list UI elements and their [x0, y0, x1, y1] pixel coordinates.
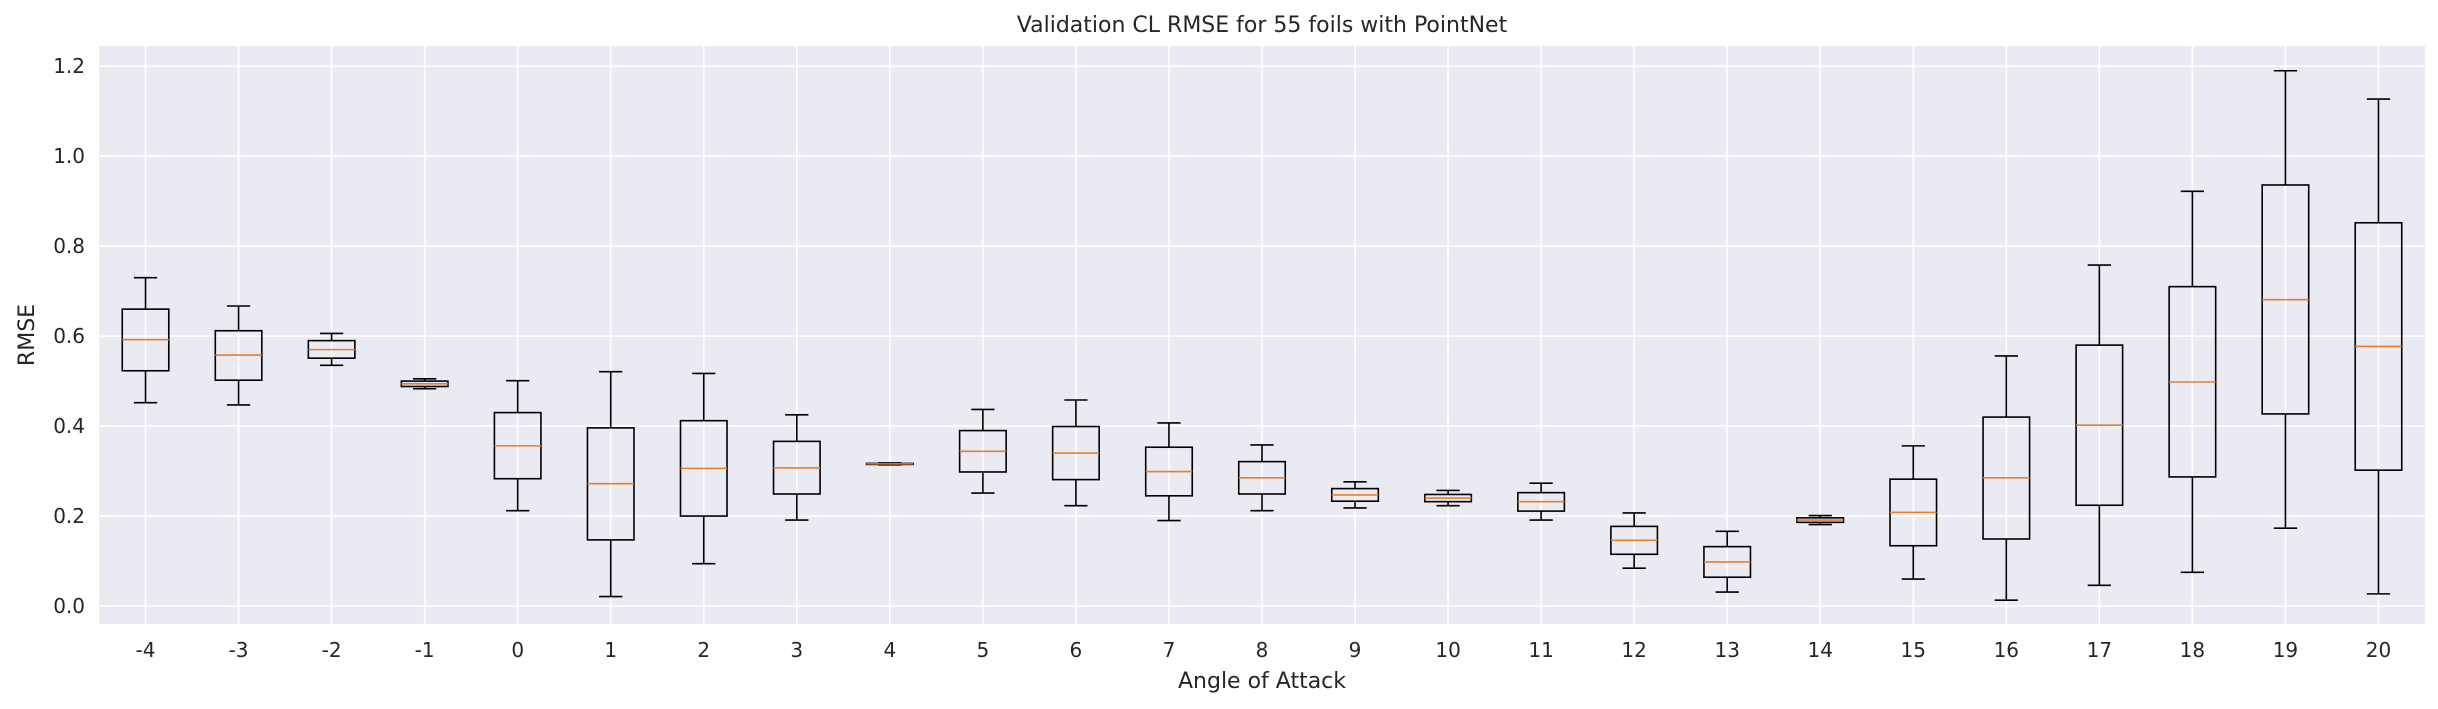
box-12 — [1610, 512, 1659, 570]
box-8 — [1237, 444, 1287, 512]
x-tick-label: -3 — [229, 638, 249, 662]
x-axis-label: Angle of Attack — [1178, 669, 1346, 694]
y-tick-label: 1.0 — [53, 144, 85, 168]
y-tick-label: 0.0 — [53, 594, 85, 618]
x-tick-label: 10 — [1435, 638, 1460, 662]
x-tick-label: 6 — [1070, 638, 1083, 662]
chart-title: Validation CL RMSE for 55 foils with Poi… — [1017, 13, 1508, 38]
y-tick-label: 0.6 — [53, 324, 85, 348]
x-tick-label: 1 — [604, 638, 617, 662]
x-tick-label: 3 — [790, 638, 803, 662]
box-11 — [1517, 482, 1566, 521]
x-tick-label: 8 — [1256, 638, 1269, 662]
x-tick-label: 4 — [883, 638, 896, 662]
box--3 — [214, 305, 263, 406]
x-tick-label: 9 — [1349, 638, 1362, 662]
x-tick-label: 20 — [2366, 638, 2391, 662]
x-tick-label: 15 — [1901, 638, 1926, 662]
box--2 — [307, 332, 356, 367]
x-tick-label: 14 — [1808, 638, 1833, 662]
box--4 — [121, 276, 170, 404]
x-tick-label: 13 — [1714, 638, 1739, 662]
y-tick-label: 0.8 — [53, 234, 85, 258]
y-tick-label: 1.2 — [53, 54, 85, 78]
box-15 — [1889, 445, 1938, 580]
box-16 — [1982, 355, 2031, 601]
box-7 — [1144, 422, 1194, 522]
box-19 — [2261, 69, 2310, 529]
y-axis-label: RMSE — [15, 304, 40, 366]
x-tick-label: 17 — [2087, 638, 2112, 662]
box-series — [121, 69, 2403, 601]
x-tick-label: 11 — [1528, 638, 1553, 662]
box-18 — [2168, 190, 2217, 574]
box-20 — [2354, 98, 2403, 595]
box-13 — [1703, 530, 1752, 593]
box-1 — [586, 370, 635, 598]
x-tick-label: 5 — [977, 638, 990, 662]
x-tick-label: 2 — [697, 638, 710, 662]
box-5 — [958, 408, 1007, 494]
box-6 — [1051, 399, 1100, 507]
x-tick-label: 12 — [1621, 638, 1646, 662]
box-10 — [1424, 489, 1473, 507]
box--1 — [400, 378, 449, 390]
y-tick-label: 0.4 — [53, 414, 85, 438]
x-tick-label: -1 — [415, 638, 435, 662]
x-tick-label: 0 — [511, 638, 524, 662]
x-tick-label: 19 — [2273, 638, 2298, 662]
box-2 — [679, 372, 728, 565]
x-tick-label: 7 — [1163, 638, 1176, 662]
y-tick-label: 0.2 — [53, 504, 85, 528]
box-9 — [1330, 481, 1380, 509]
box-14 — [1796, 514, 1845, 526]
box-17 — [2075, 264, 2124, 587]
x-tick-label: 18 — [2180, 638, 2205, 662]
box-0 — [493, 379, 542, 512]
box-4 — [865, 462, 914, 466]
x-tick-label: 16 — [1994, 638, 2019, 662]
tick-labels: 0.00.20.40.60.81.01.2-4 -3 -2 -1 0 1 2 3 4 5 6 7 8 9 1… — [53, 54, 2391, 662]
box-3 — [772, 414, 821, 521]
x-tick-label: -4 — [136, 638, 156, 662]
x-tick-label: -2 — [322, 638, 342, 662]
